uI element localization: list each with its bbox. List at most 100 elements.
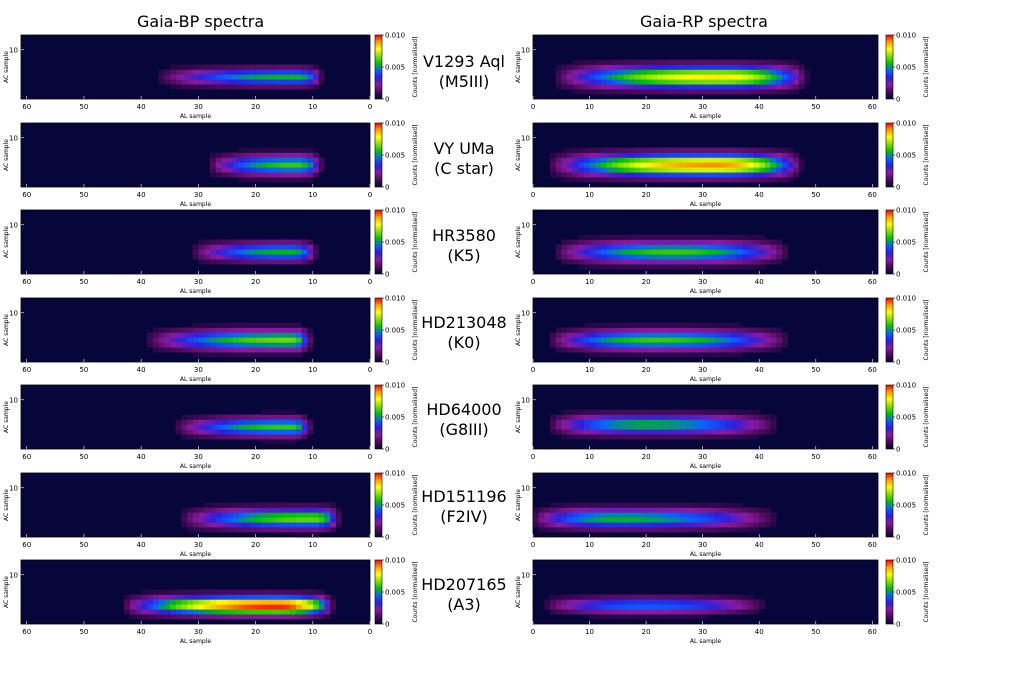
heatmap-cell <box>261 162 268 168</box>
heatmap-cell <box>702 84 709 90</box>
heatmap-cell <box>226 167 233 173</box>
heatmap-cell <box>674 522 681 528</box>
heatmap-cell <box>538 512 545 518</box>
heatmap-cell <box>702 239 709 245</box>
heatmap-cell <box>164 347 171 353</box>
heatmap-cell <box>606 322 613 328</box>
colorbar-tick-label: 0.010 <box>896 382 916 390</box>
heatmap-cell <box>181 332 188 338</box>
heatmap-cell <box>198 434 205 440</box>
heatmap-cell <box>629 147 636 153</box>
heatmap-cell <box>713 429 720 435</box>
heatmap-cell <box>284 429 291 435</box>
heatmap-cell <box>730 502 737 508</box>
heatmap-cell <box>583 512 590 518</box>
star-name: HR3580 <box>432 226 496 245</box>
heatmap-cell <box>583 254 590 260</box>
heatmap-cell <box>595 244 602 250</box>
heatmap-cell <box>623 147 630 153</box>
heatmap-cell <box>702 259 709 265</box>
heatmap-cell <box>776 239 783 245</box>
heatmap-cell <box>798 84 805 90</box>
heatmap-cell <box>640 264 647 270</box>
heatmap-cell <box>152 599 159 605</box>
star-type: (M5III) <box>438 72 490 91</box>
heatmap-cell <box>612 609 619 615</box>
rp-column-title: Gaia-RP spectra <box>640 12 768 31</box>
heatmap-cell <box>674 89 681 95</box>
heatmap-cell <box>617 609 624 615</box>
heatmap-cell <box>680 157 687 163</box>
heatmap-cell <box>289 614 296 620</box>
heatmap-cell <box>697 604 703 610</box>
heatmap-cell <box>770 254 777 260</box>
heatmap-cell <box>232 244 239 250</box>
heatmap-cell <box>555 84 562 90</box>
heatmap-cell <box>736 239 743 245</box>
heatmap-cell <box>595 249 602 255</box>
heatmap-cell <box>158 337 165 343</box>
heatmap-cell <box>702 614 709 620</box>
heatmap-cell <box>226 244 233 250</box>
heatmap-cell <box>742 609 749 615</box>
heatmap-cell <box>685 512 692 518</box>
heatmap-cell <box>623 259 630 265</box>
heatmap-cell <box>708 409 715 415</box>
heatmap-cell <box>764 259 771 265</box>
heatmap-cell <box>697 337 703 343</box>
heatmap-cell <box>301 424 308 430</box>
heatmap-cell <box>623 157 630 163</box>
heatmap-cell <box>232 332 239 338</box>
heatmap-cell <box>736 434 743 440</box>
heatmap-cell <box>284 84 291 90</box>
heatmap-cell <box>267 434 274 440</box>
x-tick-label: 10 <box>585 191 594 199</box>
heatmap-cell <box>651 434 658 440</box>
heatmap-cell <box>708 609 715 615</box>
heatmap-cell <box>301 434 308 440</box>
heatmap-cell <box>708 604 715 610</box>
heatmap-cell <box>629 604 636 610</box>
heatmap-cell <box>295 69 302 75</box>
heatmap-cell <box>249 74 256 80</box>
heatmap-cell <box>226 512 233 518</box>
heatmap-cell <box>600 599 607 605</box>
heatmap-cell <box>680 502 687 508</box>
heatmap-cell <box>583 599 590 605</box>
heatmap-cell <box>215 254 222 260</box>
heatmap-cell <box>764 254 771 260</box>
heatmap-cell <box>578 84 585 90</box>
heatmap-cell <box>301 162 308 168</box>
heatmap-cell <box>192 347 199 353</box>
panel-frame <box>20 472 371 538</box>
heatmap-cell <box>158 69 165 75</box>
x-axis-label: AL sample <box>690 113 721 120</box>
heatmap-cell <box>759 69 766 75</box>
heatmap-cell <box>301 599 308 605</box>
heatmap-cell <box>215 517 222 523</box>
heatmap-cell <box>646 512 653 518</box>
heatmap-cell <box>730 64 737 70</box>
heatmap-cell <box>318 609 325 615</box>
heatmap-cell <box>561 157 568 163</box>
colorbar-tick-label: 0.010 <box>896 470 916 478</box>
heatmap-cell <box>238 337 245 343</box>
colorbar-tick-label: 0 <box>896 184 900 192</box>
heatmap-cell <box>301 152 308 158</box>
heatmap-cell <box>646 517 653 523</box>
heatmap-cell <box>595 327 602 333</box>
heatmap-cell <box>702 152 709 158</box>
heatmap-cell <box>651 342 658 348</box>
heatmap-cell <box>781 59 788 65</box>
heatmap-cell <box>572 239 579 245</box>
heatmap-cell <box>680 167 687 173</box>
heatmap-cell <box>221 352 228 358</box>
heatmap-cell <box>312 527 319 533</box>
heatmap-cell <box>691 517 698 523</box>
heatmap-cell <box>668 162 675 168</box>
heatmap-cell <box>572 157 579 163</box>
heatmap-cell <box>776 64 783 70</box>
